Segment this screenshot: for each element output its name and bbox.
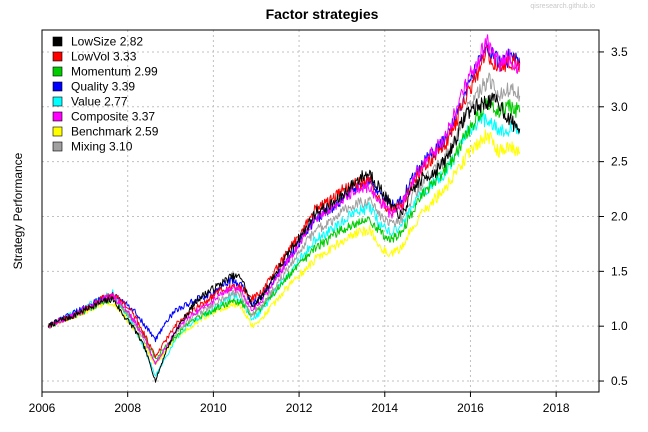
- legend-swatch: [52, 51, 63, 62]
- y-tick-label: 3.5: [611, 45, 628, 59]
- legend-label: Value 2.77: [71, 95, 128, 109]
- legend-label: LowSize 2.82: [71, 35, 143, 49]
- x-tick-label: 2012: [286, 401, 313, 415]
- legend-label: Benchmark 2.59: [71, 125, 159, 139]
- y-tick-label: 1.0: [611, 319, 628, 333]
- legend-label: Mixing 3.10: [71, 140, 133, 154]
- series-line: [47, 72, 521, 365]
- x-tick-label: 2016: [457, 401, 484, 415]
- y-tick-label: 2.5: [611, 155, 628, 169]
- y-tick-label: 1.5: [611, 264, 628, 278]
- x-tick-label: 2006: [29, 401, 56, 415]
- legend-label: Composite 3.37: [71, 110, 155, 124]
- legend-label: Momentum 2.99: [71, 65, 158, 79]
- series-line: [47, 92, 521, 383]
- legend-label: Quality 3.39: [71, 80, 135, 94]
- legend-swatch: [52, 111, 63, 122]
- plot-frame: [41, 29, 600, 393]
- legend-swatch: [52, 141, 63, 152]
- legend-label: LowVol 3.33: [71, 50, 137, 64]
- y-tick-label: 3.0: [611, 100, 628, 114]
- legend-swatch: [52, 66, 63, 77]
- y-tick-label: 0.5: [611, 374, 628, 388]
- watermark: qisresearch.github.io: [530, 3, 595, 10]
- axes: 2006 2008 2010 2012 2014 2016 2018 0.5 1.0 1.5 2.0…: [29, 45, 628, 415]
- x-tick-label: 2018: [543, 401, 570, 415]
- legend-swatch: [52, 36, 63, 47]
- legend-swatch: [52, 96, 63, 107]
- y-tick-label: 2.0: [611, 209, 628, 223]
- y-axis-label: Strategy Performance: [11, 152, 25, 269]
- legend-swatch: [52, 81, 63, 92]
- chart-title: Factor strategies: [266, 6, 379, 22]
- legend-swatch: [52, 126, 63, 137]
- series-line: [47, 129, 521, 365]
- x-tick-label: 2014: [371, 401, 398, 415]
- x-tick-label: 2010: [200, 401, 227, 415]
- x-tick-label: 2008: [114, 401, 141, 415]
- series-line: [48, 34, 520, 365]
- series-lines: [47, 34, 521, 383]
